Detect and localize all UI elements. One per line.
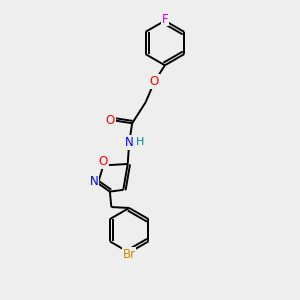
Text: N: N xyxy=(89,175,98,188)
Text: O: O xyxy=(150,75,159,88)
Text: O: O xyxy=(99,155,108,168)
Text: F: F xyxy=(161,13,168,26)
Text: O: O xyxy=(106,114,115,127)
Text: H: H xyxy=(136,137,145,147)
Text: Br: Br xyxy=(123,248,136,260)
Text: N: N xyxy=(125,136,134,149)
